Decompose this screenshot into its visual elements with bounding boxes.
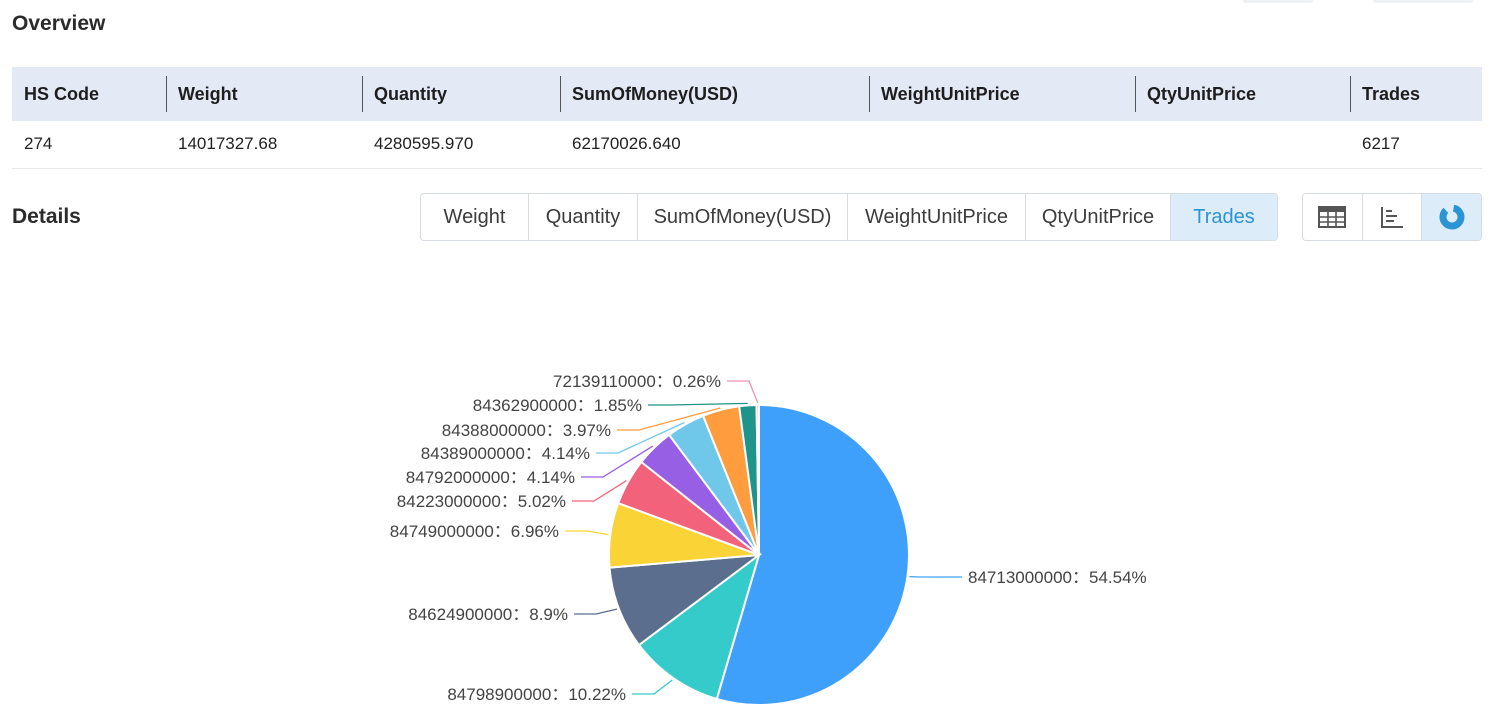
column-header-trades: Trades [1350,67,1482,121]
table-icon [1318,206,1347,228]
pie-slice-84624900000[interactable] [608,553,763,647]
bar-view-button[interactable] [1362,194,1423,240]
cell-sum-of-money: 62170026.640 [560,121,869,169]
pie-label-84388000000: 84388000000：3.97% [442,421,611,440]
table-view-button[interactable] [1303,194,1363,240]
pie-label-84749000000: 84749000000：6.96% [390,522,559,541]
cell-weight: 14017327.68 [166,121,362,169]
column-header-weight-unit-price: WeightUnitPrice [869,67,1135,121]
pie-leader-72139110000 [727,380,759,404]
column-header-weight: Weight [166,67,362,121]
pie-chart-icon [1439,204,1465,230]
pie-chart: 84713000000：54.54% 84798900000：10.22% 8462… [390,372,1147,706]
pie-label-84624900000: 84624900000：8.9% [408,605,568,624]
pie-label-72139110000: 72139110000：0.26% [553,372,721,391]
pie-slice-84713000000[interactable] [715,403,910,706]
tab-sum-of-money[interactable]: SumOfMoney(USD) [638,194,848,240]
pie-leader-84792000000 [581,445,654,478]
cell-trades: 6217 [1350,121,1482,169]
view-toggle-group [1302,193,1482,241]
details-title: Details [12,205,81,228]
pie-slice-84798900000[interactable] [637,552,761,701]
pie-label-84798900000: 84798900000：10.22% [447,685,626,704]
table-row: 274 14017327.68 4280595.970 62170026.640… [12,121,1482,169]
cell-qty-unit-price [1135,121,1350,169]
cell-hs-code: 274 [12,121,166,169]
bar-chart-icon [1381,207,1403,228]
tab-quantity[interactable]: Quantity [529,194,638,240]
tab-trades[interactable]: Trades [1171,194,1277,240]
tab-qty-unit-price[interactable]: QtyUnitPrice [1026,194,1171,240]
pie-leader-84223000000 [572,480,627,502]
metric-tabs: Weight Quantity SumOfMoney(USD) WeightUn… [420,193,1278,241]
top-toolbar-ghost [1373,0,1473,3]
pie-label-84362900000: 84362900000：1.85% [473,396,642,415]
cell-weight-unit-price [869,121,1135,169]
pie-leader-84624900000 [574,608,618,615]
pie-leader-84362900000 [648,402,748,406]
pie-label-84223000000: 84223000000：5.02% [397,492,566,511]
overview-title: Overview [12,12,106,35]
top-toolbar-ghost [1243,0,1313,3]
pie-leader-84388000000 [617,407,721,431]
tab-weight[interactable]: Weight [421,194,529,240]
column-header-hs-code: HS Code [12,67,166,121]
cell-quantity: 4280595.970 [362,121,560,169]
pie-label-84792000000: 84792000000：4.14% [406,468,575,487]
overview-table: HS Code Weight Quantity SumOfMoney(USD) … [12,67,1482,169]
pie-leader-84798900000 [632,679,673,695]
pie-leader-84389000000 [596,421,685,454]
pie-slice-72139110000[interactable] [755,403,760,556]
pie-view-button[interactable] [1422,194,1481,240]
tab-weight-unit-price[interactable]: WeightUnitPrice [848,194,1026,240]
pie-label-84713000000: 84713000000：54.54% [968,568,1147,587]
pie-label-84389000000: 84389000000：4.14% [421,444,590,463]
overview-header-row: HS Code Weight Quantity SumOfMoney(USD) … [12,67,1482,121]
column-header-quantity: Quantity [362,67,560,121]
column-header-qty-unit-price: QtyUnitPrice [1135,67,1350,121]
pie-leader-84749000000 [565,530,609,536]
column-header-sum-of-money: SumOfMoney(USD) [560,67,869,121]
